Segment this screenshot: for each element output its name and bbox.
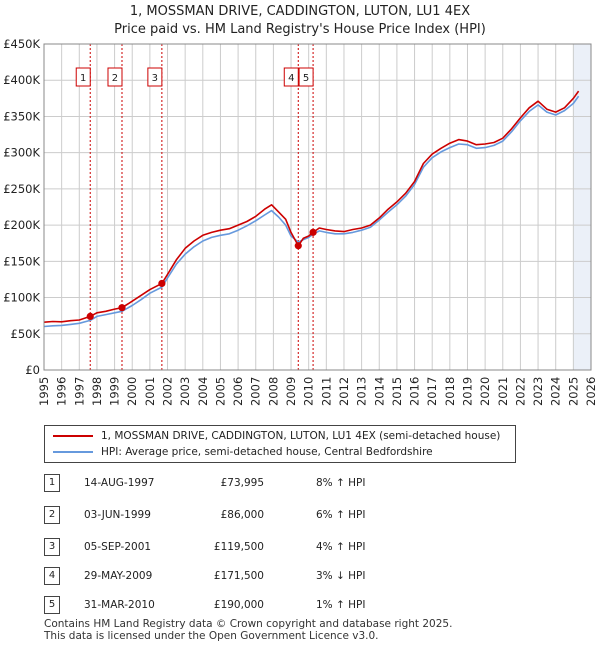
transaction-hpi-diff: 1% ↑ HPI bbox=[316, 599, 366, 611]
x-tick-label: 1995 bbox=[37, 377, 51, 406]
transaction-label: 1 bbox=[80, 73, 86, 84]
title-line-1: 1, MOSSMAN DRIVE, CADDINGTON, LUTON, LU1… bbox=[129, 4, 471, 19]
x-tick-label: 2013 bbox=[355, 377, 369, 406]
transaction-label-box bbox=[283, 67, 299, 87]
plot-frame bbox=[43, 43, 592, 371]
transaction-dot bbox=[118, 304, 126, 312]
transaction-number: 1 bbox=[44, 474, 60, 492]
transaction-date: 05-SEP-2001 bbox=[84, 541, 152, 553]
transaction-label-box bbox=[298, 67, 314, 87]
x-tick-label: 2003 bbox=[178, 377, 192, 406]
x-tick-label: 2006 bbox=[231, 377, 245, 406]
x-tick-label: 2004 bbox=[196, 377, 210, 406]
footer: Contains HM Land Registry data © Crown c… bbox=[44, 618, 452, 642]
x-tick-label: 2009 bbox=[284, 377, 298, 406]
y-tick-label: £350K bbox=[3, 109, 40, 123]
transaction-price: £171,500 bbox=[213, 570, 264, 582]
transaction-label-box bbox=[75, 67, 91, 87]
plot-area bbox=[44, 44, 591, 370]
legend: 1, MOSSMAN DRIVE, CADDINGTON, LUTON, LU1… bbox=[44, 425, 516, 463]
y-tick-label: £450K bbox=[3, 37, 40, 51]
legend-item-hpi: HPI: Average price, semi-detached house,… bbox=[53, 444, 433, 460]
transaction-price: £86,000 bbox=[220, 509, 264, 521]
transaction-label: 3 bbox=[152, 73, 158, 84]
legend-swatch-price bbox=[53, 435, 93, 437]
transaction-date: 29-MAY-2009 bbox=[84, 570, 153, 582]
x-tick-label: 2010 bbox=[302, 377, 316, 406]
transaction-price: £73,995 bbox=[220, 477, 264, 489]
transaction-dot bbox=[86, 312, 94, 320]
x-tick-label: 2015 bbox=[390, 377, 404, 406]
footer-licence: This data is licensed under the Open Gov… bbox=[44, 630, 379, 642]
y-tick-label: £250K bbox=[3, 182, 40, 196]
transaction-label-box bbox=[107, 67, 123, 87]
x-tick-label: 2001 bbox=[143, 377, 157, 406]
transaction-hpi-diff: 4% ↑ HPI bbox=[316, 541, 366, 553]
transaction-label: 4 bbox=[288, 73, 294, 84]
x-tick-label: 2016 bbox=[408, 377, 422, 406]
x-tick-label: 2019 bbox=[460, 377, 474, 406]
x-tick-label: 2021 bbox=[496, 377, 510, 406]
price-chart: 1 2 3 4 5 £0 £50K £100K £150K £200K £250K £300K £350… bbox=[3, 37, 598, 406]
y-tick-label: £200K bbox=[3, 218, 40, 232]
footer-copyright: Contains HM Land Registry data © Crown c… bbox=[44, 618, 453, 630]
transaction-price: £190,000 bbox=[213, 599, 264, 611]
x-tick-label: 2012 bbox=[337, 377, 351, 406]
x-tick-label: 2014 bbox=[372, 377, 386, 406]
x-tick-label: 1998 bbox=[90, 377, 104, 406]
x-tick-label: 2007 bbox=[249, 377, 263, 406]
y-tick-label: £150K bbox=[3, 254, 40, 268]
title-line-2: Price paid vs. HM Land Registry's House … bbox=[114, 22, 486, 37]
x-tick-label: 1997 bbox=[72, 377, 86, 406]
x-tick-label: 2018 bbox=[443, 377, 457, 406]
x-tick-label: 2025 bbox=[566, 377, 580, 406]
x-tick-label: 2005 bbox=[213, 377, 227, 406]
y-tick-label: £0 bbox=[25, 363, 40, 377]
forecast-band bbox=[573, 44, 591, 370]
chart-title: 1, MOSSMAN DRIVE, CADDINGTON, LUTON, LU1… bbox=[0, 3, 600, 39]
transaction-price: £119,500 bbox=[213, 541, 264, 553]
transaction-number: 3 bbox=[44, 538, 60, 556]
x-tick-label: 2011 bbox=[319, 377, 333, 406]
x-tick-label: 1999 bbox=[108, 377, 122, 406]
price-paid-line bbox=[43, 90, 580, 323]
x-tick-label: 2022 bbox=[513, 377, 527, 406]
transaction-label: 2 bbox=[112, 73, 118, 84]
y-tick-label: £400K bbox=[3, 73, 40, 87]
transaction-dot bbox=[309, 228, 317, 236]
transaction-number: 2 bbox=[44, 506, 60, 524]
hpi-line bbox=[43, 95, 580, 328]
x-tick-label: 2000 bbox=[125, 377, 139, 406]
transaction-date: 14-AUG-1997 bbox=[84, 477, 155, 489]
x-tick-label: 1996 bbox=[55, 377, 69, 406]
transaction-hpi-diff: 6% ↑ HPI bbox=[316, 509, 366, 521]
y-tick-label: £300K bbox=[3, 146, 40, 160]
transaction-hpi-diff: 8% ↑ HPI bbox=[316, 477, 366, 489]
x-tick-label: 2023 bbox=[531, 377, 545, 406]
transaction-date: 31-MAR-2010 bbox=[84, 599, 155, 611]
x-tick-label: 2026 bbox=[584, 377, 598, 406]
legend-label-price: 1, MOSSMAN DRIVE, CADDINGTON, LUTON, LU1… bbox=[101, 430, 501, 442]
transaction-dot bbox=[294, 242, 302, 250]
transaction-date: 03-JUN-1999 bbox=[84, 509, 151, 521]
x-tick-label: 2008 bbox=[266, 377, 280, 406]
legend-swatch-hpi bbox=[53, 451, 93, 453]
legend-label-hpi: HPI: Average price, semi-detached house,… bbox=[101, 446, 433, 458]
y-tick-label: £50K bbox=[11, 327, 41, 341]
x-tick-label: 2017 bbox=[425, 377, 439, 406]
transaction-number: 4 bbox=[44, 567, 60, 585]
transaction-label-box bbox=[147, 67, 163, 87]
x-tick-label: 2002 bbox=[161, 377, 175, 406]
transaction-dot bbox=[158, 279, 166, 288]
y-tick-label: £100K bbox=[3, 291, 40, 305]
legend-item-price: 1, MOSSMAN DRIVE, CADDINGTON, LUTON, LU1… bbox=[53, 428, 500, 444]
transaction-hpi-diff: 3% ↓ HPI bbox=[316, 570, 366, 582]
x-tick-label: 2024 bbox=[549, 377, 563, 406]
transaction-number: 5 bbox=[44, 596, 60, 614]
transaction-label: 5 bbox=[303, 73, 309, 84]
x-tick-label: 2020 bbox=[478, 377, 492, 406]
